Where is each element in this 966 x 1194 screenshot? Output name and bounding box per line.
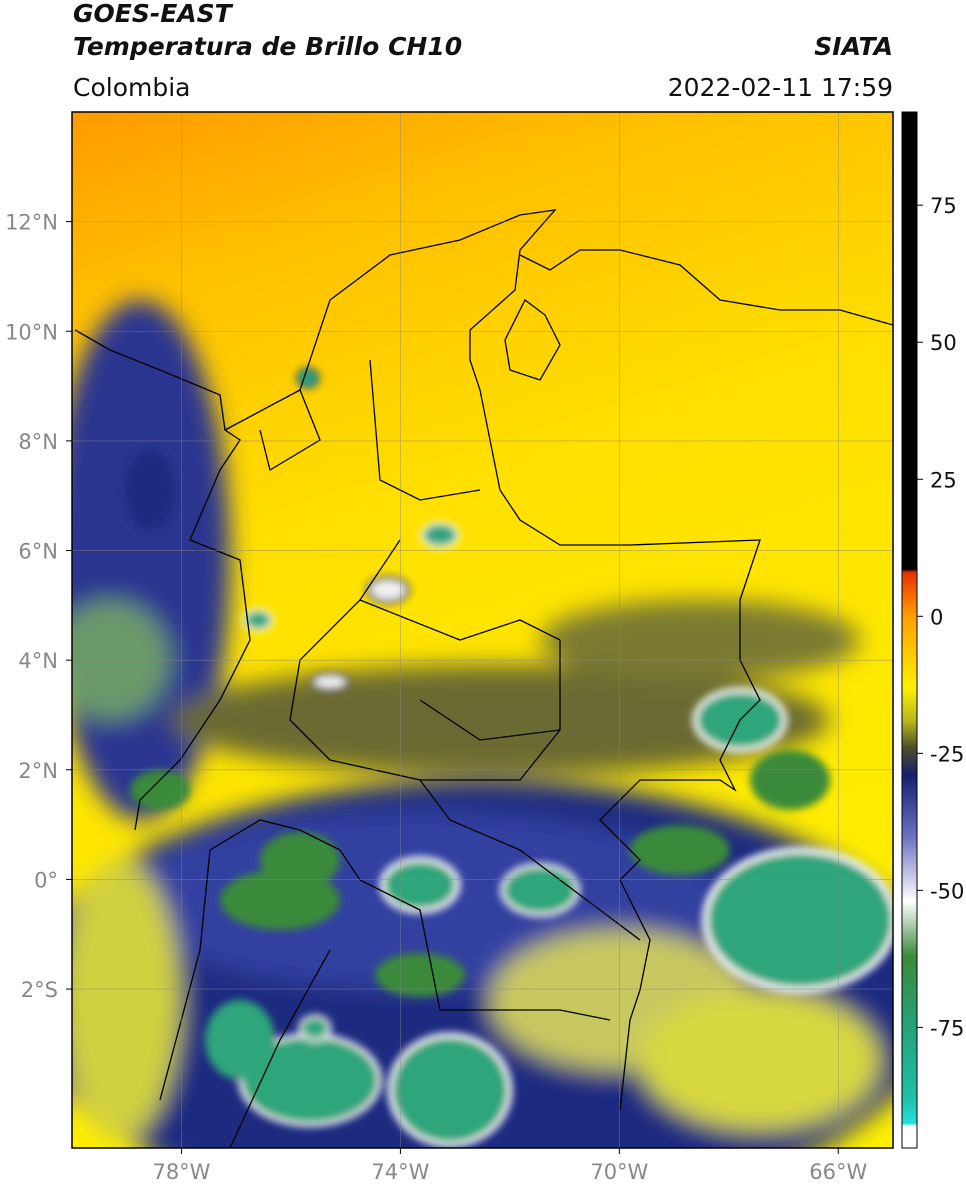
y-tick-label: 12°N: [5, 211, 58, 235]
x-tick-label: 70°W: [590, 1160, 648, 1184]
region: Colombia: [73, 73, 190, 102]
colorbar: [901, 111, 918, 1149]
subtitle: Temperatura de Brillo CH10: [73, 32, 462, 61]
x-tick-label: 74°W: [371, 1160, 429, 1184]
x-tick-label: 66°W: [809, 1160, 867, 1184]
x-tick-label: 78°W: [152, 1160, 210, 1184]
y-tick-label: 2°S: [21, 978, 58, 1002]
colorbar-tick-label: -25: [930, 742, 964, 766]
map-frame: [71, 111, 894, 1149]
y-tick-label: 4°N: [18, 649, 58, 673]
y-tick-label: 0°: [34, 868, 58, 892]
y-tick-label: 6°N: [18, 540, 58, 564]
colorbar-tick-label: 75: [930, 194, 957, 218]
colorbar-tick-label: -75: [930, 1016, 964, 1040]
y-tick-label: 2°N: [18, 759, 58, 783]
colorbar-tick-label: 0: [930, 605, 943, 629]
colorbar-tick-label: -50: [930, 879, 964, 903]
grid: [72, 112, 893, 1148]
map-image: [72, 112, 893, 1148]
source: SIATA: [814, 32, 893, 61]
colorbar-tick-label: 25: [930, 468, 957, 492]
y-tick-label: 10°N: [5, 320, 58, 344]
colorbar-tick-label: 50: [930, 331, 957, 355]
y-tick-label: 8°N: [18, 430, 58, 454]
timestamp: 2022-02-11 17:59: [668, 73, 893, 102]
title: GOES-EAST: [73, 0, 234, 28]
